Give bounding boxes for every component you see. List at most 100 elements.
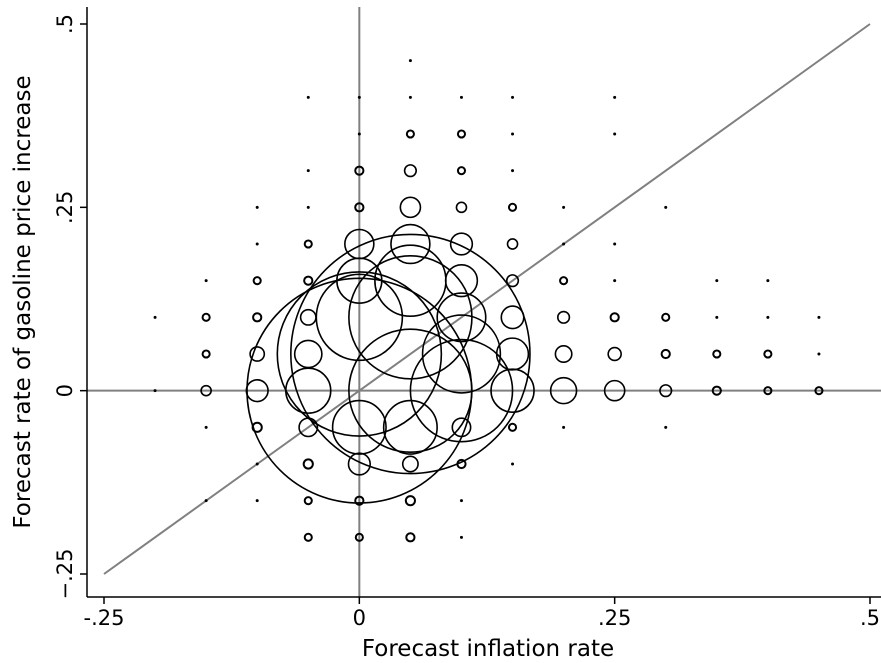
data-point — [348, 255, 473, 380]
reference-lines — [87, 7, 881, 597]
data-point — [660, 348, 671, 360]
data-point — [763, 349, 773, 359]
data-point — [456, 458, 467, 470]
data-point — [451, 417, 472, 438]
data-point — [607, 346, 622, 362]
data-point — [255, 462, 259, 466]
data-point — [664, 425, 668, 429]
data-point — [348, 328, 473, 453]
data-point — [354, 495, 365, 506]
data-point — [298, 417, 319, 438]
data-point — [554, 344, 573, 364]
data-point — [405, 532, 416, 543]
data-point — [285, 367, 332, 414]
data-point — [354, 532, 364, 542]
data-point — [255, 205, 259, 209]
data-point — [659, 384, 673, 398]
data-point — [303, 275, 314, 286]
data-point — [255, 242, 259, 246]
data-point — [495, 337, 530, 371]
data-point — [204, 499, 208, 503]
data-point — [711, 385, 722, 396]
x-tick-label: .5 — [860, 606, 880, 630]
data-point — [712, 349, 722, 359]
data-point — [444, 263, 479, 298]
data-point — [354, 165, 365, 176]
data-point — [562, 205, 566, 209]
y-tick-label: .25 — [53, 191, 77, 224]
data-point — [455, 201, 468, 214]
data-point — [613, 279, 617, 283]
data-point — [302, 458, 314, 470]
data-point — [500, 305, 525, 330]
data-point — [201, 349, 211, 359]
y-tick-label: 0 — [53, 384, 77, 397]
data-point — [817, 352, 821, 356]
data-point — [511, 95, 515, 99]
data-point — [315, 273, 404, 362]
data-point — [405, 129, 415, 139]
x-tick-label: .25 — [598, 606, 631, 630]
data-point — [153, 389, 157, 393]
data-point — [153, 315, 157, 319]
data-point — [306, 95, 310, 99]
data-point — [507, 422, 518, 432]
data-point — [603, 379, 626, 402]
data-point — [401, 455, 419, 473]
x-tick-label: 0 — [353, 606, 366, 630]
data-point — [347, 452, 371, 476]
data-point — [404, 495, 416, 507]
data-point — [459, 95, 463, 99]
data-point — [609, 312, 620, 323]
data-point — [403, 164, 418, 178]
data-point — [290, 233, 531, 475]
data-point — [357, 95, 361, 99]
data-point — [293, 339, 323, 369]
data-point — [511, 462, 515, 466]
data-point — [303, 532, 313, 542]
data-point — [303, 496, 313, 506]
data-point — [251, 421, 263, 433]
data-point — [507, 202, 518, 212]
data-point — [200, 384, 212, 397]
data-point — [456, 129, 467, 139]
data-point — [664, 205, 668, 209]
data-point — [556, 310, 571, 324]
axes: -.25 0 .25 .5 −.25 0 .25 .5 — [53, 7, 881, 630]
data-point — [763, 386, 773, 396]
data-point — [715, 315, 719, 319]
data-point — [354, 202, 365, 213]
x-axis-title: Forecast inflation rate — [362, 636, 614, 662]
data-point — [613, 242, 617, 246]
data-point — [459, 535, 463, 539]
data-point — [408, 59, 412, 63]
diagonal-reference-line — [103, 23, 871, 575]
data-point — [766, 279, 770, 283]
data-point — [506, 238, 519, 250]
data-point — [204, 279, 208, 283]
data-point — [252, 312, 263, 323]
data-point — [249, 346, 266, 362]
data-point — [436, 292, 487, 343]
data-point — [613, 132, 617, 136]
data-point — [459, 499, 463, 503]
data-point — [399, 196, 422, 219]
data-point — [562, 425, 566, 429]
data-point — [331, 399, 387, 455]
data-point — [490, 368, 535, 413]
data-point — [306, 169, 310, 173]
data-point — [505, 274, 520, 288]
data-point — [715, 279, 719, 283]
data-point — [814, 386, 824, 396]
data-point — [409, 338, 514, 443]
data-point — [306, 205, 310, 209]
data-point — [613, 95, 617, 99]
data-point — [449, 232, 474, 256]
data-point — [276, 271, 443, 437]
data-point — [252, 276, 262, 286]
data-point — [817, 315, 821, 319]
data-point — [766, 315, 770, 319]
y-tick-label: −.25 — [53, 549, 77, 600]
y-tick-label: .5 — [53, 14, 77, 34]
data-point — [661, 312, 671, 322]
